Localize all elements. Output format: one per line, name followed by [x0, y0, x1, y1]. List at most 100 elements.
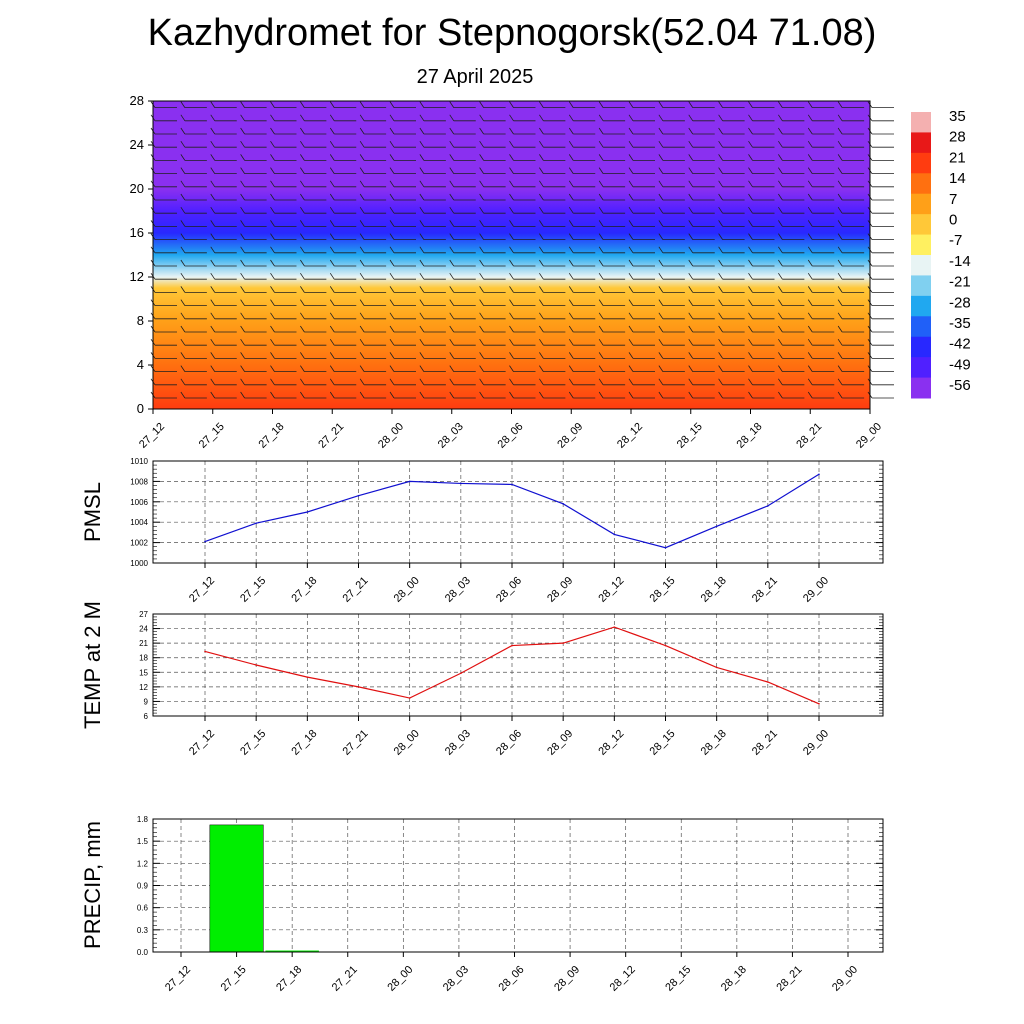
wind-barb: [718, 140, 745, 148]
colorbar-label: -21: [949, 274, 971, 291]
wind-barb: [210, 338, 237, 346]
wind-barb: [688, 180, 715, 188]
wind-barb: [300, 114, 327, 122]
plot-frame: [152, 460, 884, 564]
wind-barb: [688, 220, 715, 227]
wind-barb: [628, 114, 655, 122]
wind-barb: [270, 272, 297, 280]
wind-barb: [419, 272, 446, 280]
wind-barb: [539, 259, 566, 267]
wind-barb: [419, 167, 446, 174]
wind-barb: [389, 140, 416, 148]
wind-barb: [300, 338, 327, 346]
data-point: [715, 666, 718, 669]
wind-barb: [449, 259, 476, 267]
wind-barb: [389, 272, 416, 280]
wind-barb: [778, 272, 805, 280]
wind-barb: [837, 206, 865, 214]
wind-barb: [837, 114, 865, 122]
wind-barb: [300, 193, 327, 201]
wind-barb: [688, 325, 715, 333]
wind-barb: [389, 352, 416, 359]
wind-barb: [568, 101, 596, 108]
wind-barb: [778, 365, 805, 372]
wind-barb: [778, 378, 805, 386]
wind-barb: [240, 338, 267, 346]
wind-barb: [718, 101, 745, 108]
wind-barb: [778, 220, 805, 227]
wind-barb: [509, 167, 536, 174]
data-point: [767, 505, 769, 507]
wind-barb: [658, 101, 685, 108]
heatmap-x-tick-label: 27_21: [316, 421, 346, 451]
wind-barb: [300, 286, 327, 293]
wind-barb: [449, 272, 476, 280]
wind-barb: [568, 140, 596, 148]
wind-barb: [419, 140, 446, 148]
wind-barb: [479, 378, 506, 386]
wind-barb: [419, 206, 446, 214]
wind-barb: [718, 352, 745, 359]
wind-barb: [300, 154, 327, 161]
wind-barb: [210, 391, 237, 399]
wind-barb: [329, 127, 357, 135]
wind-barb: [270, 312, 297, 320]
wind-barb: [270, 101, 297, 108]
heatmap-x-tick-label: 28_18: [735, 421, 765, 451]
wind-barb: [837, 299, 865, 306]
colorbar-segment: [911, 193, 931, 215]
data-point: [357, 686, 360, 688]
wind-barb: [300, 272, 327, 280]
wind-barb: [389, 193, 416, 201]
wind-barb: [210, 127, 237, 135]
wind-barb: [837, 259, 865, 267]
wind-barb: [329, 365, 357, 372]
wind-barb: [568, 233, 596, 240]
wind-barb: [389, 154, 416, 161]
wind-barb: [837, 167, 865, 174]
wind-barb: [837, 246, 865, 254]
wind-barb: [329, 206, 357, 214]
wind-barb: [748, 365, 775, 372]
wind-barb: [778, 140, 805, 148]
wind-barb: [748, 272, 775, 280]
wind-barb: [329, 246, 357, 254]
wind-barb: [419, 312, 446, 320]
wind-barb: [359, 246, 387, 254]
heatmap-x-tick-label: 28_06: [496, 421, 526, 451]
x-tick-label: 27_15: [238, 728, 268, 758]
wind-barb: [509, 101, 536, 108]
x-tick-label: 29_00: [830, 964, 860, 994]
wind-barb: [658, 259, 685, 267]
wind-barb: [837, 286, 865, 293]
wind-barb: [240, 127, 267, 135]
wind-barb: [867, 338, 894, 346]
wind-barb: [837, 365, 865, 372]
wind-barb: [240, 391, 267, 399]
wind-barb: [329, 299, 357, 306]
wind-barb: [479, 167, 506, 174]
wind-barb: [718, 180, 745, 188]
wind-barb: [539, 272, 566, 280]
colorbar-segment: [911, 152, 931, 174]
y-tick-label: 1.8: [137, 815, 149, 824]
wind-barb: [479, 259, 506, 267]
wind-barb: [419, 365, 446, 372]
wind-barb: [270, 193, 297, 201]
wind-barb: [270, 391, 297, 399]
wind-barb: [628, 378, 655, 386]
wind-barb: [807, 193, 835, 201]
wind-barb: [300, 325, 327, 333]
wind-barb: [509, 127, 536, 135]
wind-barb: [270, 365, 297, 372]
wind-barb: [180, 246, 207, 254]
wind-barb: [867, 154, 894, 161]
wind-barb: [598, 206, 626, 214]
wind-barb: [568, 246, 596, 254]
wind-barb: [509, 114, 536, 122]
wind-barb: [837, 101, 865, 108]
wind-barb: [449, 206, 476, 214]
wind-barb: [658, 246, 685, 254]
wind-barb: [449, 352, 476, 359]
wind-barb: [210, 180, 237, 188]
